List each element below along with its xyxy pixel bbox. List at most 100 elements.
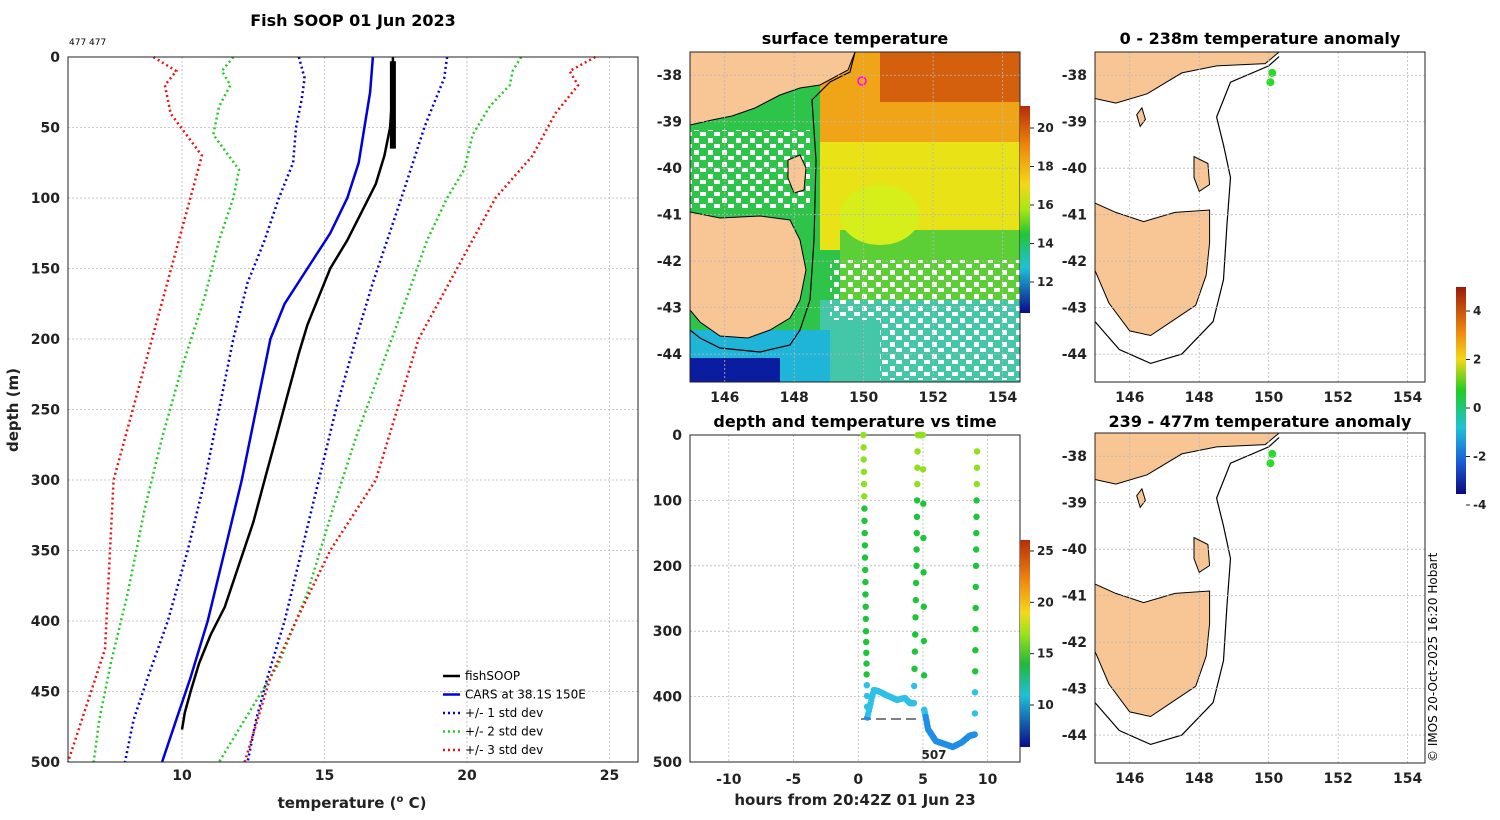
time-depth-point (973, 546, 980, 553)
time-depth-point (913, 529, 920, 537)
time-depth-point (860, 444, 867, 451)
anomaly-top-lat-tick-label: -43 (1062, 301, 1087, 317)
time-depth-point (911, 682, 918, 690)
sst-colorbar-tick-label: 12 (1037, 275, 1054, 289)
anomaly-bottom-frame (1094, 432, 1426, 764)
sst-colorbar-tick-label: 14 (1037, 237, 1054, 251)
profile-legend: fishSOOP CARS at 38.1S 150E +/- 1 std dev +… (443, 669, 586, 757)
time-depth-point (860, 468, 868, 475)
time-x-tick-label: 10 (978, 772, 998, 788)
time-depth-point (862, 603, 869, 610)
anomaly-top-panel: 0 - 238m temperature anomaly 146 148 150 15… (1062, 29, 1426, 406)
anomaly-bottom-lon-tick-label: 146 (1115, 771, 1144, 787)
time-y-tick-label: 300 (653, 624, 682, 640)
time-depth-point (912, 596, 919, 604)
time-depth-point (913, 546, 920, 553)
time-depth-point (971, 710, 979, 717)
sst-panel: surface temperature (657, 29, 1054, 406)
anomaly-top-lat-tick-label: -40 (1062, 161, 1088, 177)
anomaly-colorbar-tick-label: 2 (1473, 353, 1481, 367)
time-depth-point (911, 648, 919, 655)
time-depth-point (913, 497, 921, 504)
profile-y-tick-label: 50 (41, 121, 61, 137)
time-depth-point (920, 672, 928, 679)
time-depth-point (862, 578, 869, 586)
time-y-tick-label: 500 (653, 755, 682, 771)
time-depth-point (863, 671, 870, 678)
time-axes-frame (689, 434, 1021, 763)
profile-y-tick-label: 0 (50, 50, 60, 66)
wilsons-promontory (1136, 487, 1146, 509)
time-depth-point (863, 638, 870, 646)
sst-lat-tick-label: -42 (657, 254, 682, 270)
anomaly-top-map (1095, 52, 1280, 365)
time-depth-point (972, 668, 979, 675)
wilsons-promontory (1136, 106, 1146, 128)
anomaly-bottom-lat-tick-label: -40 (1062, 542, 1088, 558)
sst-lat-tick-label: -38 (657, 68, 682, 84)
time-depth-point (862, 566, 869, 574)
time-depth-point (860, 431, 867, 439)
anomaly-top-title: 0 - 238m temperature anomaly (1120, 29, 1401, 48)
time-x-tick-label: 0 (853, 772, 863, 788)
credit-text: © IMOS 20-Oct-2025 16:20 Hobart (1426, 552, 1440, 762)
time-x-tick-label: -10 (716, 772, 742, 788)
time-depth-point (862, 628, 870, 635)
sst-lat-tick-label: -43 (657, 301, 682, 317)
anomaly-top-lat-tick-label: -38 (1062, 68, 1087, 84)
anomaly-bottom-lon-tick-label: 150 (1254, 771, 1283, 787)
profile-series-line (218, 56, 523, 763)
profile-series-line (160, 56, 375, 763)
time-depth-point (863, 692, 871, 700)
profile-y-tick-label: 100 (31, 191, 60, 207)
time-depth-point (920, 534, 927, 542)
station-dot (1268, 68, 1277, 77)
profile-x-tick-label: 15 (315, 768, 334, 784)
anomaly-top-lon-tick-label: 146 (1115, 390, 1144, 406)
time-depth-point (911, 665, 918, 672)
profile-y-tick-label: 200 (31, 332, 60, 348)
time-colorbar (1020, 540, 1030, 747)
sst-lat-tick-label: -40 (657, 161, 683, 177)
time-y-tick-label: 0 (672, 428, 682, 444)
anomaly-colorbar-tick-label: -2 (1473, 450, 1486, 464)
anomaly-top-frame (1094, 51, 1426, 383)
station-dot (1268, 449, 1277, 458)
sst-lon-tick-label: 152 (919, 390, 948, 406)
time-depth-point (861, 529, 868, 537)
profile-y-tick-label: 250 (31, 403, 60, 419)
anomaly-colorbar-tick-label: 4 (1473, 304, 1481, 318)
anomaly-bottom-lat-tick-label: -39 (1062, 496, 1087, 512)
time-depth-point (861, 493, 868, 500)
time-depth-point (971, 689, 979, 696)
anomaly-bottom-grid (1095, 433, 1425, 763)
profile-y-tick-label: 300 (31, 473, 60, 489)
time-depth-point (863, 682, 870, 689)
anomaly-bottom-lat-tick-label: -42 (1062, 635, 1087, 651)
anomaly-top-lon-tick-label: 152 (1324, 390, 1353, 406)
time-depth-point (973, 497, 980, 504)
time-depth-point (862, 591, 869, 598)
time-depth-point (863, 649, 870, 656)
sst-lon-tick-label: 148 (780, 390, 809, 406)
time-depth-point (972, 625, 979, 633)
time-depth-point (920, 603, 927, 610)
anomaly-top-lon-tick-label: 154 (1393, 390, 1422, 406)
profile-y-ticks: 0 50 100 150 200 250 300 350 400 450 500 (31, 50, 60, 771)
profile-y-tick-label: 350 (31, 544, 60, 560)
time-colorbar-tick-label: 25 (1037, 544, 1054, 558)
time-depth-point (973, 464, 981, 471)
profile-lines (66, 55, 596, 763)
time-depth-point (973, 513, 980, 520)
profile-y-tick-label: 150 (31, 262, 60, 278)
profile-xlabel: temperature (o C) (278, 794, 427, 812)
sst-lat-tick-label: -39 (657, 115, 682, 131)
profile-y-tick-label: 450 (31, 685, 60, 701)
anomaly-top-lat-tick-label: -41 (1062, 208, 1087, 224)
anomaly-top-grid (1095, 52, 1425, 382)
time-depth-point (914, 480, 921, 488)
time-depth-point (912, 614, 919, 621)
time-grid (690, 434, 1020, 763)
